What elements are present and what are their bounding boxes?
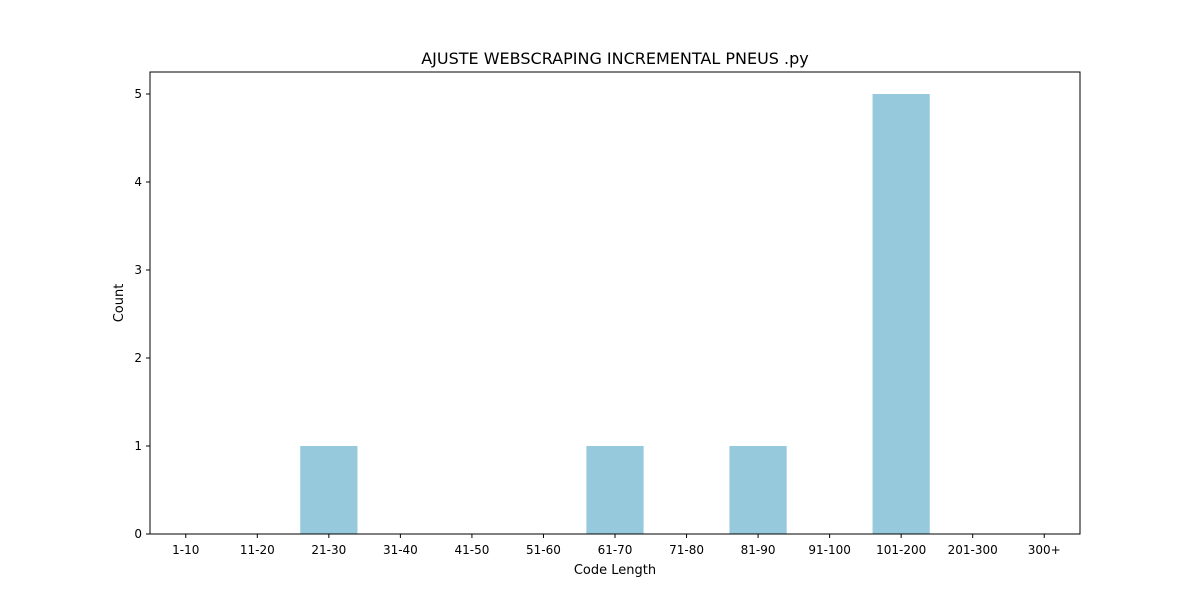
x-axis: 1-10 11-20 21-30 31-40 41-50 51-60 61-70 71-80 8… (172, 534, 1061, 557)
bar-61-70 (586, 446, 644, 534)
x-tick-label: 31-40 (383, 543, 418, 557)
x-tick-label: 21-30 (311, 543, 346, 557)
y-axis: 0 1 2 3 4 5 (134, 87, 150, 541)
y-tick-label: 0 (134, 527, 142, 541)
y-tick-label: 1 (134, 439, 142, 453)
y-tick-label: 3 (134, 263, 142, 277)
x-tick-label: 300+ (1028, 543, 1061, 557)
x-tick-label: 91-100 (808, 543, 851, 557)
x-tick-label: 81-90 (741, 543, 776, 557)
bar-81-90 (729, 446, 787, 534)
bar-21-30 (300, 446, 358, 534)
x-axis-label: Code Length (574, 563, 656, 578)
bar-101-200 (872, 94, 930, 534)
x-tick-label: 51-60 (526, 543, 561, 557)
y-tick-label: 4 (134, 175, 142, 189)
x-tick-label: 201-300 (948, 543, 998, 557)
x-tick-label: 1-10 (172, 543, 199, 557)
x-tick-label: 41-50 (454, 543, 489, 557)
x-tick-label: 101-200 (876, 543, 926, 557)
x-tick-label: 61-70 (598, 543, 633, 557)
y-axis-label: Count (112, 284, 127, 323)
y-tick-label: 2 (134, 351, 142, 365)
y-tick-label: 5 (134, 87, 142, 101)
x-tick-label: 11-20 (240, 543, 275, 557)
bars-layer (300, 94, 930, 534)
x-tick-label: 71-80 (669, 543, 704, 557)
chart-title: AJUSTE WEBSCRAPING INCREMENTAL PNEUS .py (421, 49, 809, 68)
